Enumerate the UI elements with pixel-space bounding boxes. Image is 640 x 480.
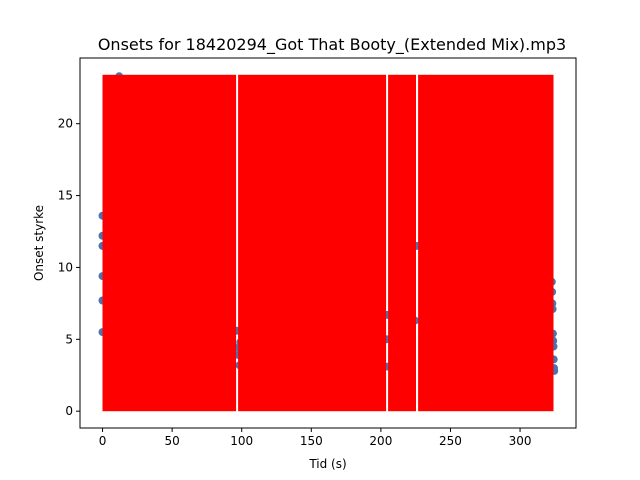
x-tick-label: 100 [230, 434, 253, 448]
y-tick-label: 5 [65, 332, 73, 346]
onset-lines-segment [388, 74, 416, 412]
y-tick-label: 20 [58, 117, 73, 131]
x-tick-label: 200 [369, 434, 392, 448]
axes-frame [79, 57, 577, 429]
y-tick-label: 10 [58, 260, 73, 274]
x-tick-label: 150 [300, 434, 323, 448]
plot-area [98, 72, 559, 412]
x-axis-label: Tid (s) [308, 457, 346, 471]
y-axis: 0 5 10 15 20 [58, 117, 80, 418]
chart-title: Onsets for 18420294_Got That Booty_(Exte… [98, 35, 566, 55]
x-tick-label: 50 [164, 434, 179, 448]
x-tick-label: 250 [439, 434, 462, 448]
y-tick-label: 15 [58, 189, 73, 203]
x-axis: 0 50 100 150 200 250 300 [99, 428, 532, 448]
y-tick-label: 0 [65, 404, 73, 418]
onset-lines-segment [102, 74, 237, 412]
y-axis-label: Onset styrke [32, 205, 46, 281]
onset-lines-segment [238, 74, 387, 412]
x-tick-label: 300 [509, 434, 532, 448]
onset-lines-segment [418, 74, 554, 412]
x-tick-label: 0 [99, 434, 107, 448]
